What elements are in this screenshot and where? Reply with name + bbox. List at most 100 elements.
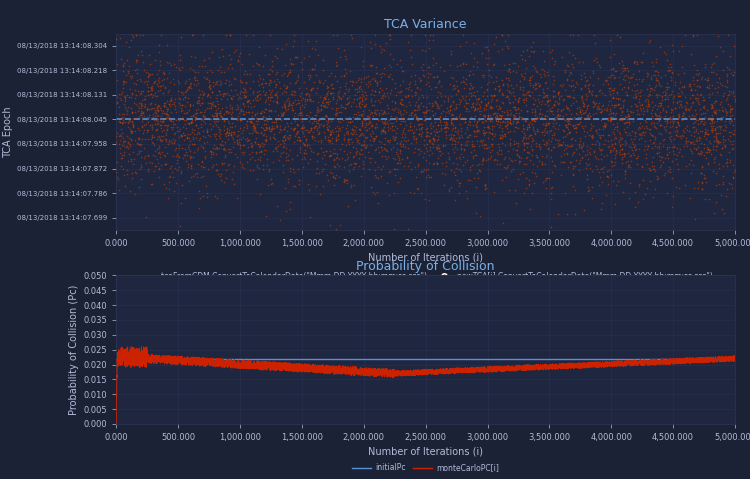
Point [524, 77, 536, 84]
Point [118, 97, 130, 104]
Point [330, 127, 342, 135]
Point [603, 97, 615, 105]
Point [481, 92, 493, 100]
Point [564, 68, 576, 75]
Point [316, 167, 328, 175]
Point [328, 163, 340, 171]
Point [212, 104, 224, 112]
Point [589, 56, 601, 64]
Point [348, 163, 360, 171]
Point [668, 142, 680, 150]
Point [199, 62, 211, 70]
Point [167, 75, 179, 82]
Point [170, 108, 182, 115]
Point [675, 87, 687, 95]
Point [384, 31, 396, 39]
Point [591, 137, 603, 145]
Point [394, 99, 406, 107]
Point [456, 92, 468, 100]
Point [530, 130, 542, 137]
Point [395, 95, 407, 103]
Point [448, 124, 460, 131]
Point [331, 96, 343, 103]
Point [289, 109, 301, 117]
Point [298, 141, 310, 148]
Point [605, 116, 617, 124]
Point [207, 122, 219, 129]
Point [474, 137, 486, 145]
Point [710, 137, 722, 144]
Point [456, 114, 468, 122]
Point [413, 125, 424, 132]
Point [193, 93, 205, 101]
Point [374, 106, 386, 114]
Point [210, 109, 222, 117]
Point [387, 55, 399, 63]
Point [392, 159, 404, 167]
Point [610, 126, 622, 134]
Point [467, 91, 479, 99]
Point [458, 84, 470, 91]
Point [300, 90, 312, 98]
Point [623, 118, 635, 126]
Point [134, 111, 146, 118]
Point [581, 142, 593, 150]
Point [602, 80, 614, 88]
Point [620, 66, 632, 74]
Point [296, 101, 308, 109]
Point [563, 117, 575, 125]
Point [308, 65, 320, 73]
Point [565, 110, 577, 118]
Point [464, 68, 476, 75]
Point [134, 103, 146, 111]
Point [431, 121, 443, 129]
Point [662, 103, 674, 110]
Point [195, 115, 207, 123]
Point [714, 138, 726, 146]
Point [531, 162, 543, 170]
Point [580, 77, 592, 85]
Point [328, 181, 340, 188]
Point [550, 119, 562, 126]
Point [644, 166, 656, 173]
Point [340, 129, 352, 137]
Point [692, 184, 703, 192]
Point [523, 149, 535, 157]
Legend: initialPc, monteCarloPC[i]: initialPc, monteCarloPC[i] [350, 460, 502, 476]
Point [377, 46, 389, 54]
Point [383, 169, 395, 176]
Point [623, 161, 635, 169]
Point [550, 111, 562, 118]
Point [328, 174, 340, 182]
Point [555, 141, 567, 148]
Point [254, 91, 266, 98]
Point [655, 102, 667, 109]
Point [664, 128, 676, 136]
Point [274, 84, 286, 91]
Point [146, 85, 158, 92]
Point [623, 142, 635, 150]
Point [384, 35, 396, 43]
Point [676, 126, 688, 134]
Point [122, 133, 134, 140]
Point [551, 114, 563, 122]
Point [200, 74, 212, 81]
Point [351, 137, 363, 144]
Point [593, 132, 605, 139]
Point [342, 138, 354, 146]
Point [496, 114, 508, 122]
Point [116, 110, 128, 118]
Point [415, 85, 427, 92]
Point [270, 116, 282, 124]
Point [656, 73, 668, 81]
Point [719, 143, 731, 151]
Point [462, 137, 474, 145]
Point [229, 122, 241, 130]
Point [332, 104, 344, 112]
Point [384, 167, 396, 175]
Point [203, 82, 215, 90]
Point [540, 122, 552, 129]
Point [408, 135, 420, 143]
Point [449, 84, 461, 91]
Point [160, 84, 172, 91]
